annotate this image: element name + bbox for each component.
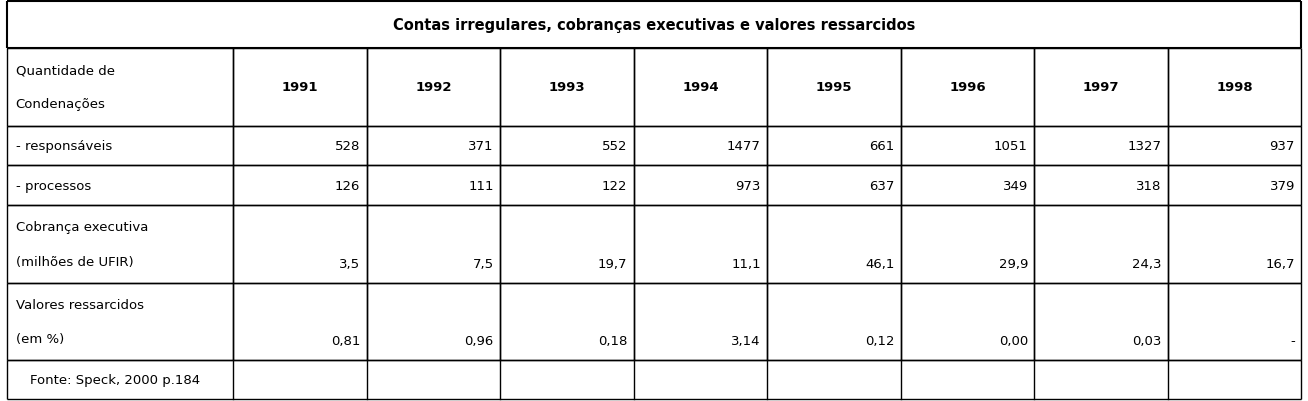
Bar [1168,126,1301,166]
Text: 111: 111 [468,179,494,192]
Text: 1477: 1477 [727,140,761,153]
Text: 1998: 1998 [1216,81,1253,94]
Text: Quantidade de: Quantidade de [16,64,115,77]
Bar [501,206,634,283]
Text: 552: 552 [602,140,628,153]
Text: 1992: 1992 [416,81,451,94]
Bar [768,283,901,360]
Bar [501,126,634,166]
Text: 0,96: 0,96 [464,335,494,348]
Text: 661: 661 [869,140,895,153]
Text: 1327: 1327 [1127,140,1162,153]
Bar [901,49,1035,126]
Text: 3,5: 3,5 [339,257,360,270]
Text: 1997: 1997 [1083,81,1120,94]
Text: 7,5: 7,5 [472,257,494,270]
Text: - responsáveis: - responsáveis [16,140,112,153]
Bar [7,49,233,126]
Bar [634,49,768,126]
Text: 349: 349 [1003,179,1028,192]
Bar [501,49,634,126]
Bar [768,126,901,166]
Text: 318: 318 [1137,179,1162,192]
Text: -: - [1290,335,1295,348]
Bar [901,206,1035,283]
Text: 29,9: 29,9 [998,257,1028,270]
Bar [1168,49,1301,126]
Text: 0,03: 0,03 [1131,335,1162,348]
Text: 528: 528 [335,140,360,153]
Bar [233,283,366,360]
Bar [501,166,634,206]
Text: 0,12: 0,12 [865,335,895,348]
Text: 1996: 1996 [950,81,986,94]
Text: 379: 379 [1270,179,1295,192]
Text: Cobrança executiva: Cobrança executiva [16,221,148,234]
Bar [634,126,768,166]
Bar [366,126,501,166]
Text: 16,7: 16,7 [1265,257,1295,270]
Text: 0,81: 0,81 [331,335,360,348]
Text: 371: 371 [468,140,494,153]
Text: 1051: 1051 [994,140,1028,153]
Text: 3,14: 3,14 [731,335,761,348]
Bar [7,283,233,360]
Bar [634,283,768,360]
Text: Condenações: Condenações [16,98,106,111]
Text: 637: 637 [869,179,895,192]
Text: 0,00: 0,00 [998,335,1028,348]
Bar [7,360,1301,399]
Bar [233,49,366,126]
Bar [7,126,233,166]
Bar [901,283,1035,360]
Text: Fonte: Speck, 2000 p.184: Fonte: Speck, 2000 p.184 [30,373,200,386]
Text: 0,18: 0,18 [598,335,628,348]
Bar [7,2,1301,49]
Bar [1035,49,1168,126]
Text: - processos: - processos [16,179,92,192]
Bar [1035,126,1168,166]
Bar [233,126,366,166]
Bar [1168,166,1301,206]
Bar [1168,283,1301,360]
Text: (em %): (em %) [16,332,64,345]
Bar [7,206,233,283]
Text: Valores ressarcidos: Valores ressarcidos [16,298,144,311]
Bar [634,206,768,283]
Bar [1035,283,1168,360]
Bar [233,206,366,283]
Text: 122: 122 [602,179,628,192]
Bar [233,166,366,206]
Text: 1993: 1993 [549,81,586,94]
Text: 126: 126 [335,179,360,192]
Bar [366,206,501,283]
Bar [768,49,901,126]
Text: 11,1: 11,1 [731,257,761,270]
Bar [366,283,501,360]
Text: 1994: 1994 [683,81,719,94]
Bar [768,206,901,283]
Bar [501,283,634,360]
Text: 24,3: 24,3 [1131,257,1162,270]
Bar [1168,206,1301,283]
Text: 1995: 1995 [816,81,853,94]
Text: 937: 937 [1270,140,1295,153]
Bar [901,166,1035,206]
Text: 973: 973 [735,179,761,192]
Bar [901,126,1035,166]
Bar [634,166,768,206]
Text: 46,1: 46,1 [865,257,895,270]
Bar [366,166,501,206]
Text: Contas irregulares, cobranças executivas e valores ressarcidos: Contas irregulares, cobranças executivas… [392,18,916,33]
Bar [366,49,501,126]
Bar [1035,166,1168,206]
Text: 19,7: 19,7 [598,257,628,270]
Bar [7,166,233,206]
Text: (milhões de UFIR): (milhões de UFIR) [16,255,133,268]
Bar [768,166,901,206]
Bar [1035,206,1168,283]
Text: 1991: 1991 [283,81,318,94]
